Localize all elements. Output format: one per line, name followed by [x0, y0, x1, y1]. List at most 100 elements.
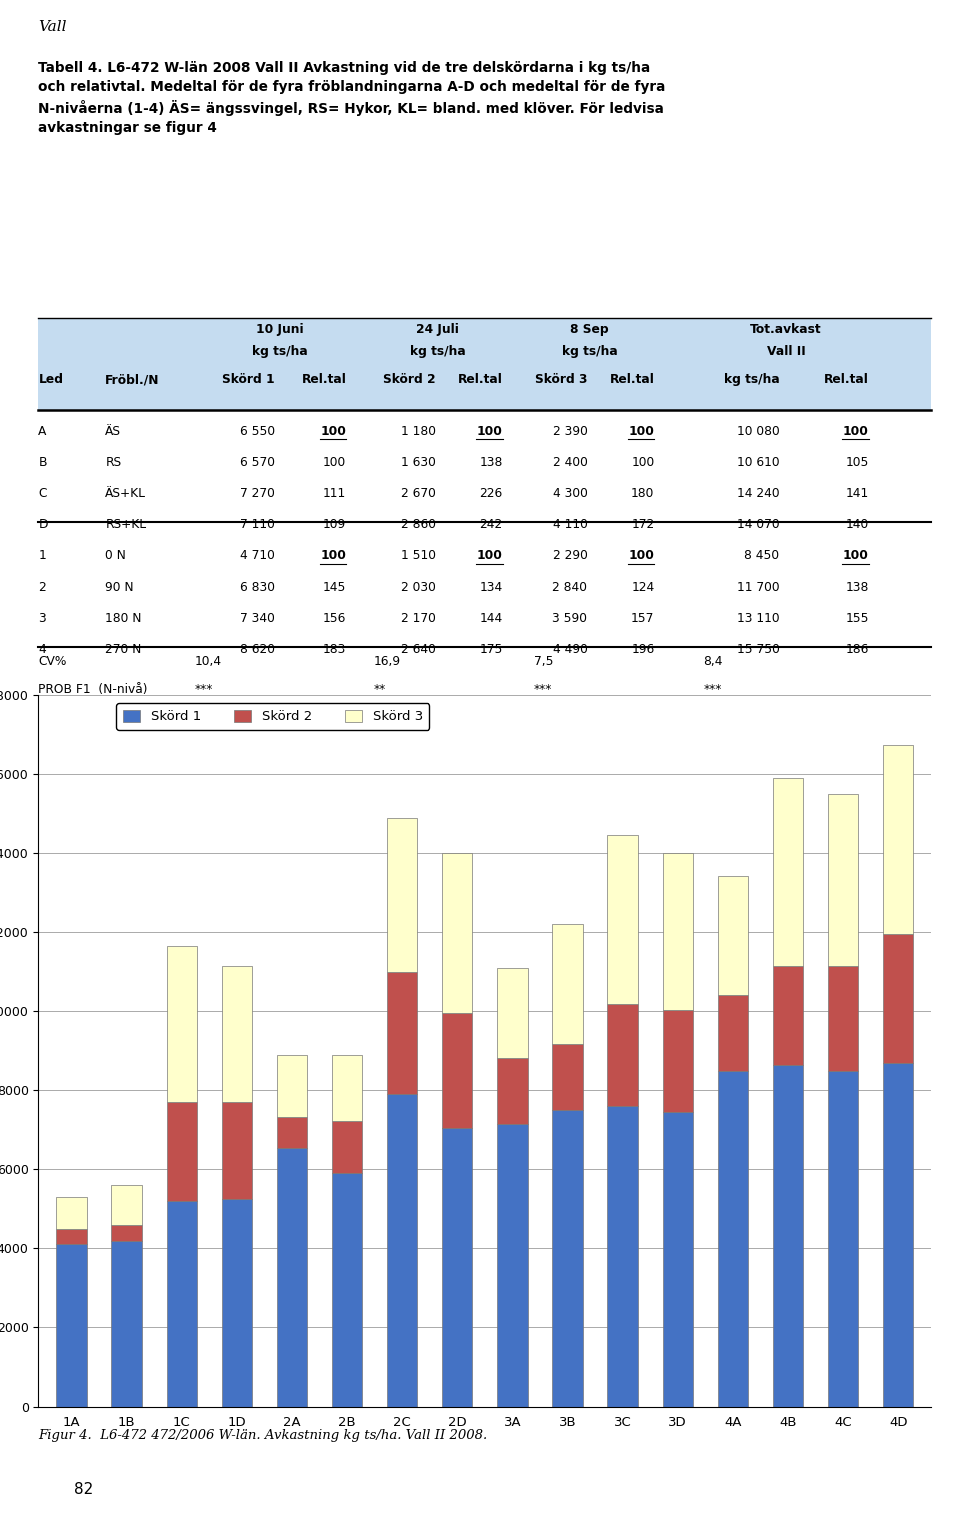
Text: 270 N: 270 N: [106, 643, 142, 656]
Text: 3 590: 3 590: [552, 612, 588, 624]
Text: 24 Juli: 24 Juli: [417, 324, 460, 336]
Bar: [111, 1185, 142, 1224]
Bar: [608, 1106, 637, 1407]
Text: 7,5: 7,5: [534, 655, 553, 667]
Text: 4 110: 4 110: [553, 518, 588, 532]
Text: 2 670: 2 670: [401, 488, 436, 500]
Text: 138: 138: [479, 456, 503, 469]
Bar: [387, 1094, 418, 1407]
Text: Figur 4.  L6-472 472/2006 W-län. Avkastning kg ts/ha. Vall II 2008.: Figur 4. L6-472 472/2006 W-län. Avkastni…: [38, 1429, 488, 1442]
Text: LSD F2: LSD F2: [38, 797, 81, 810]
Text: Skörd 3: Skörd 3: [535, 374, 588, 386]
Bar: [773, 778, 804, 966]
Text: Vall: Vall: [38, 20, 67, 33]
Text: **: **: [373, 684, 386, 696]
Bar: [57, 1229, 86, 1244]
Bar: [276, 1054, 307, 1116]
Text: C: C: [38, 488, 47, 500]
Text: 4 490: 4 490: [553, 643, 588, 656]
Text: D: D: [38, 518, 48, 532]
Text: ÄS+KL: ÄS+KL: [106, 488, 146, 500]
Text: 100: 100: [629, 550, 655, 562]
Bar: [497, 1057, 527, 1124]
Text: 140: 140: [846, 518, 869, 532]
Text: 2 860: 2 860: [400, 518, 436, 532]
Text: ***: ***: [704, 711, 722, 725]
Bar: [608, 835, 637, 1004]
Text: B: B: [38, 456, 47, 469]
Text: 100: 100: [477, 550, 503, 562]
Bar: [111, 1224, 142, 1241]
Text: 100: 100: [321, 550, 347, 562]
Text: 2 170: 2 170: [401, 612, 436, 624]
Text: 14 240: 14 240: [736, 488, 780, 500]
Text: 2 840: 2 840: [552, 580, 588, 594]
Text: 180: 180: [631, 488, 655, 500]
Bar: [552, 925, 583, 1044]
Text: 540: 540: [373, 825, 396, 838]
Text: 141: 141: [846, 488, 869, 500]
Text: RS: RS: [106, 456, 122, 469]
Bar: [276, 1116, 307, 1148]
Text: 157: 157: [631, 612, 655, 624]
Bar: [57, 1197, 86, 1229]
Bar: [332, 1173, 362, 1407]
Bar: [718, 1071, 748, 1407]
Text: ***: ***: [534, 740, 552, 753]
Bar: [497, 1124, 527, 1407]
Text: Fröbl./N: Fröbl./N: [106, 374, 160, 386]
Text: A: A: [38, 425, 47, 437]
Text: 8 450: 8 450: [744, 550, 780, 562]
Text: 145: 145: [324, 580, 347, 594]
Text: Rel.tal: Rel.tal: [301, 374, 347, 386]
Text: 156: 156: [324, 612, 347, 624]
Bar: [222, 966, 252, 1103]
Text: 2 640: 2 640: [401, 643, 436, 656]
Text: 2 400: 2 400: [553, 456, 588, 469]
Bar: [443, 854, 472, 1013]
Text: LSD F1*F2: LSD F1*F2: [38, 825, 102, 838]
Bar: [773, 1065, 804, 1407]
Text: ***: ***: [195, 684, 213, 696]
Text: 1 630: 1 630: [401, 456, 436, 469]
Legend: Skörd 1, Skörd 2, Skörd 3: Skörd 1, Skörd 2, Skörd 3: [116, 703, 429, 729]
Text: 100: 100: [843, 550, 869, 562]
Text: 430: 430: [534, 769, 557, 781]
Text: Rel.tal: Rel.tal: [610, 374, 655, 386]
Text: 750: 750: [704, 797, 727, 810]
Text: 11 700: 11 700: [736, 580, 780, 594]
Text: 6 830: 6 830: [240, 580, 275, 594]
Text: 8,4: 8,4: [704, 655, 723, 667]
Bar: [662, 854, 693, 1010]
Bar: [276, 1148, 307, 1407]
Text: PROB F2: PROB F2: [38, 711, 91, 725]
Text: 10 610: 10 610: [736, 456, 780, 469]
Bar: [828, 1071, 858, 1407]
Text: ***: ***: [704, 684, 722, 696]
Text: Skörd 2: Skörd 2: [383, 374, 436, 386]
Text: 100: 100: [324, 456, 347, 469]
Bar: [883, 1063, 913, 1407]
Bar: [332, 1121, 362, 1173]
Bar: [57, 1244, 86, 1407]
Text: 138: 138: [846, 580, 869, 594]
Text: kg ts/ha: kg ts/ha: [562, 345, 617, 358]
Text: 180: 180: [534, 797, 557, 810]
Bar: [773, 966, 804, 1065]
Bar: [443, 1013, 472, 1129]
Text: Rel.tal: Rel.tal: [824, 374, 869, 386]
Text: 134: 134: [479, 580, 503, 594]
Text: *: *: [195, 711, 201, 725]
Text: 175: 175: [479, 643, 503, 656]
Text: ns: ns: [195, 740, 209, 753]
Text: 196: 196: [631, 643, 655, 656]
Text: LSD F1: LSD F1: [38, 769, 81, 781]
Text: ÄS: ÄS: [106, 425, 121, 437]
Text: 10 Juni: 10 Juni: [255, 324, 303, 336]
Text: 2: 2: [38, 580, 46, 594]
Bar: [443, 1129, 472, 1407]
Text: Rel.tal: Rel.tal: [458, 374, 503, 386]
Text: 4 300: 4 300: [553, 488, 588, 500]
Bar: [718, 995, 748, 1071]
Text: 82: 82: [74, 1483, 93, 1496]
